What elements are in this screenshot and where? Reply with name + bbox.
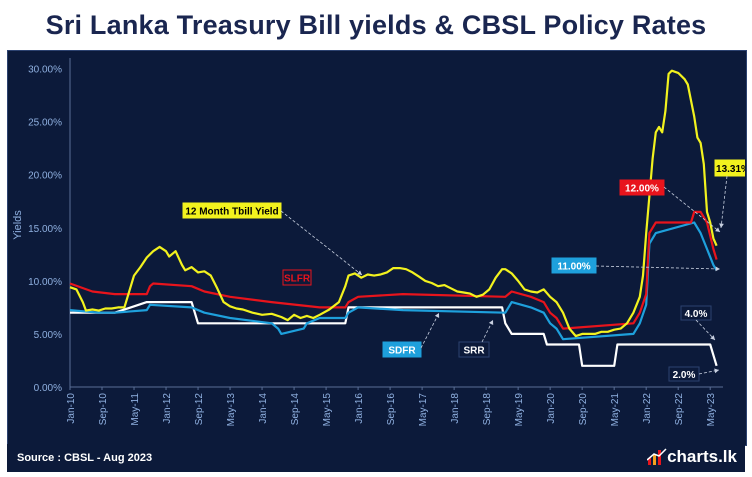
brand-name: charts.lk — [667, 447, 737, 466]
x-tick-label: May-15 — [322, 393, 333, 427]
slfr-series-label: SLFR — [284, 274, 311, 285]
srr-series-label: SRR — [463, 346, 485, 357]
x-tick-label: Jan-16 — [354, 393, 365, 424]
bar-chart-icon — [647, 448, 667, 465]
sdfr-end-value-box — [551, 257, 597, 274]
y-tick-label: 20.00% — [28, 171, 62, 182]
srr-end-value-4-callout — [695, 319, 716, 341]
y-tick-label: 25.00% — [28, 118, 62, 129]
sdfr-series-label-box — [382, 341, 422, 358]
srr-end-value-2: 2.0% — [673, 370, 696, 381]
x-tick-label: Sep-22 — [674, 393, 685, 426]
x-tick-label: Jan-20 — [546, 393, 557, 424]
tbill-end-value-arrowhead — [719, 223, 724, 228]
sdfr-end-value-arrowhead — [715, 266, 720, 272]
x-tick-label: Jan-14 — [258, 393, 269, 424]
slfr-series-label-box — [282, 269, 312, 286]
y-tick-label: 5.00% — [34, 330, 62, 341]
y-tick-label: 10.00% — [28, 277, 62, 288]
sdfr-series-label: SDFR — [388, 346, 416, 357]
sdfr-end-value: 11.00% — [557, 262, 590, 273]
x-tick-label: Sep-10 — [98, 393, 109, 426]
srr-end-value-2-arrowhead — [714, 368, 719, 374]
x-tick-label: Jan-10 — [66, 393, 77, 424]
tbill-series-label-arrowhead — [357, 270, 362, 275]
line-chart: 0.00% 5.00% 10.00% 15.00% 20.00% 25.00% 30.00%… — [12, 58, 745, 427]
x-tick-label: Sep-14 — [290, 393, 301, 426]
tbill-end-value-callout — [720, 175, 728, 229]
chart-title: Sri Lanka Treasury Bill yields & CBSL Po… — [45, 9, 707, 40]
tbill-series-label-box — [182, 202, 282, 219]
x-tick-label: May-13 — [226, 393, 237, 427]
x-tick-label: May-23 — [706, 393, 717, 427]
x-tick-label: Jan-18 — [450, 393, 461, 424]
series-line-tbill — [69, 69, 718, 338]
sdfr-series-label-arrowhead — [434, 313, 440, 318]
series-line-sdfr — [69, 221, 718, 341]
footer-bar: Source : CBSL - Aug 2023 charts.lk — [7, 444, 745, 472]
srr-series-label-arrowhead — [488, 320, 494, 325]
title-bar: Sri Lanka Treasury Bill yields & CBSL Po… — [0, 0, 752, 50]
x-tick-label: May-19 — [514, 393, 525, 427]
slfr-end-value-arrowhead — [715, 227, 720, 232]
sdfr-series-label-callout — [420, 312, 440, 349]
y-tick-label: 15.00% — [28, 224, 62, 235]
y-tick-label: 0.00% — [34, 383, 62, 394]
tbill-end-value-box — [714, 159, 745, 177]
x-tick-label: Sep-20 — [578, 393, 589, 426]
x-tick-label: Sep-16 — [386, 393, 397, 426]
x-tick-label: Sep-12 — [194, 393, 205, 426]
srr-series-label-box — [458, 341, 490, 358]
tbill-series-label-callout — [280, 210, 363, 276]
series-line-srr — [70, 301, 718, 367]
x-tick-label: Jan-12 — [162, 393, 173, 424]
series-line-slfr — [69, 210, 718, 330]
x-tick-label: May-17 — [418, 393, 429, 427]
slfr-end-value: 12.00% — [625, 184, 659, 195]
x-tick-label: Sep-18 — [482, 393, 493, 426]
tbill-end-value: 13.31% — [716, 164, 745, 175]
tbill-series-label: 12 Month Tbill Yield — [185, 207, 278, 218]
srr-end-value-4: 4.0% — [685, 309, 708, 320]
plot-panel — [7, 50, 747, 446]
y-tick-label: 30.00% — [28, 65, 62, 76]
x-tick-label: Jan-22 — [642, 393, 653, 424]
x-tick-label: May-11 — [130, 393, 141, 426]
brand-logo: charts.lk — [647, 447, 737, 467]
source-note: Source : CBSL - Aug 2023 — [17, 452, 153, 464]
sdfr-end-value-callout — [595, 265, 721, 270]
srr-end-value-4-arrowhead — [710, 335, 715, 340]
x-tick-label: May-21 — [610, 393, 621, 427]
y-axis-label: Yields — [12, 210, 24, 240]
slfr-end-value-callout — [663, 186, 721, 233]
